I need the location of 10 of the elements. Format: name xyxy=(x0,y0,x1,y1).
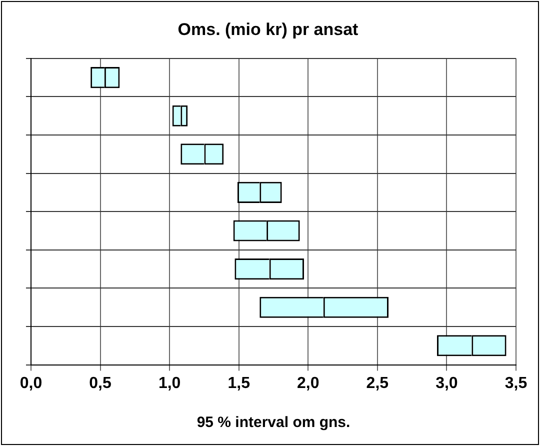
x-axis-title: 95 % interval om gns. xyxy=(196,414,350,432)
x-tick-label: 2,0 xyxy=(297,374,320,392)
x-tick-label: 1,5 xyxy=(228,374,250,392)
chart-title: Oms. (mio kr) pr ansat xyxy=(178,20,359,39)
x-tick-label: 2,5 xyxy=(366,374,389,392)
x-tick-label: 0,5 xyxy=(89,374,112,392)
x-tick-label: 0,0 xyxy=(20,374,42,392)
x-tick-label: 1,0 xyxy=(158,374,181,392)
x-tick-label: 3,5 xyxy=(504,374,528,392)
x-tick-label: 3,0 xyxy=(436,374,458,392)
